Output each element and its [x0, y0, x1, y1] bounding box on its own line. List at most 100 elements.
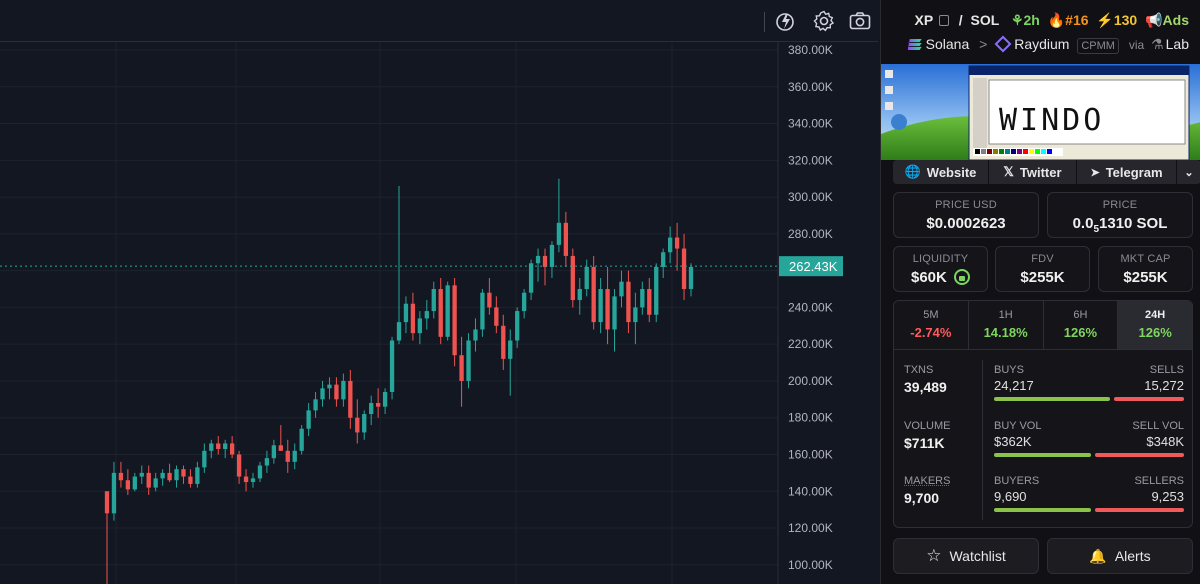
star-icon: ☆	[926, 546, 942, 565]
market-cap-card: MKT CAP $255K	[1098, 246, 1193, 292]
buyers-value: 9,690	[994, 489, 1027, 504]
fdv-value: $255K	[1020, 269, 1065, 286]
candle-body	[619, 281, 624, 297]
tab-label: 5M	[923, 309, 939, 321]
fdv-label: FDV	[1031, 253, 1054, 265]
via-text: via	[1128, 38, 1145, 52]
candle-body	[355, 417, 360, 433]
buyvol-sellvol-ratio: BUY VOL SELL VOL $362K $348K	[994, 420, 1184, 457]
makers-label: MAKERS	[904, 475, 951, 487]
price-usd-value: $0.0002623	[926, 215, 1006, 232]
tab-6h[interactable]: 6H 126%	[1043, 301, 1119, 349]
flame-icon: 🔥	[1047, 12, 1066, 28]
market-cap-label: MKT CAP	[1120, 253, 1171, 265]
y-axis-tick-label: 240.00K	[788, 300, 833, 314]
watchlist-button[interactable]: ☆ Watchlist	[893, 538, 1039, 574]
via-source: Lab	[1165, 36, 1189, 52]
last-price-tag	[779, 256, 843, 277]
pair-separator: /	[958, 12, 963, 28]
timeframe-tabs: 5M -2.74% 1H 14.18% 6H 126% 24H 126%	[893, 300, 1193, 350]
liquidity-label: LIQUIDITY	[912, 253, 969, 265]
candle-body	[654, 266, 659, 315]
tab-label: 24H	[1145, 309, 1166, 321]
liquidity-card: LIQUIDITY $60K	[893, 246, 988, 292]
indicator-lightning-icon[interactable]	[774, 9, 798, 33]
candle-body	[132, 476, 137, 490]
watchlist-label: Watchlist	[949, 548, 1006, 564]
candle-body	[223, 443, 228, 449]
social-links-bar: 🌐 Website 𝕏 Twitter ➤ Telegram ⌄	[893, 160, 1200, 184]
market-cap-value: $255K	[1123, 269, 1168, 286]
makers-stat: MAKERS 9,700	[904, 475, 950, 506]
settings-gear-icon[interactable]	[812, 9, 836, 33]
candle-body	[633, 307, 638, 323]
ads-label: Ads	[1162, 12, 1189, 28]
candle-body	[271, 445, 277, 459]
candle-body	[257, 465, 263, 479]
alerts-button[interactable]: 🔔 Alerts	[1047, 538, 1193, 574]
banner-scribble-text: WINDO	[999, 103, 1104, 138]
candle-body	[188, 476, 193, 484]
candle-body	[181, 469, 186, 477]
boost-count: 130	[1113, 12, 1138, 28]
candle-body	[160, 472, 165, 479]
price-native-suffix: 1310 SOL	[1099, 215, 1168, 232]
tab-change: 14.18%	[983, 325, 1028, 340]
candle-body	[111, 472, 117, 514]
tab-change: -2.74%	[910, 325, 952, 340]
liquidity-amount: $60K	[910, 269, 947, 286]
buy-vol-bar	[994, 453, 1091, 457]
candle-body	[403, 303, 409, 323]
transaction-stats: TXNS 39,489 VOLUME $711K MAKERS 9,700 BU…	[893, 350, 1193, 528]
tab-1h[interactable]: 1H 14.18%	[968, 301, 1044, 349]
candle-body	[626, 281, 631, 323]
candle-body	[563, 222, 569, 256]
camera-icon[interactable]	[848, 9, 872, 33]
y-axis-tick-label: 120.00K	[788, 521, 833, 535]
candle-body	[216, 443, 221, 449]
candle-body	[118, 472, 124, 481]
candle-body	[688, 266, 694, 290]
chain-link[interactable]: Solana	[925, 36, 970, 52]
telegram-button[interactable]: ➤ Telegram	[1077, 160, 1177, 184]
candle-body	[501, 325, 506, 359]
buyers-sellers-ratio: BUYERS SELLERS 9,690 9,253	[994, 475, 1184, 512]
candle-body	[570, 255, 575, 301]
y-axis-tick-label: 200.00K	[788, 374, 833, 388]
sells-label: SELLS	[1149, 364, 1184, 376]
candle-body	[153, 478, 158, 488]
price-native-value: 0.051310 SOL	[1048, 215, 1192, 235]
copy-icon[interactable]	[938, 15, 949, 26]
y-axis-tick-label: 360.00K	[788, 80, 833, 94]
y-axis-tick-label: 180.00K	[788, 411, 833, 425]
x-logo-icon: 𝕏	[1003, 164, 1014, 179]
candle-body	[209, 443, 214, 451]
y-axis-tick-label: 320.00K	[788, 153, 833, 167]
candle-body	[605, 289, 610, 330]
buy-vol-value: $362K	[994, 434, 1032, 449]
pool-type-badge: CPMM	[1077, 38, 1119, 54]
website-button[interactable]: 🌐 Website	[893, 160, 989, 184]
candle-body	[139, 472, 144, 477]
bell-icon: 🔔	[1089, 547, 1107, 564]
candle-body	[410, 303, 416, 334]
candle-body	[285, 450, 290, 462]
candle-body	[556, 222, 562, 245]
sprout-icon: ⚘	[1010, 12, 1024, 28]
sell-vol-label: SELL VOL	[1132, 420, 1184, 432]
chart-area[interactable]: 380.00K 360.00K 340.00K 320.00K 300.00K 280.0…	[0, 0, 878, 584]
candle-body	[445, 285, 450, 337]
candle-body	[681, 248, 687, 290]
candle-body	[306, 410, 311, 429]
stats-divider	[982, 360, 983, 520]
tab-24h[interactable]: 24H 126%	[1118, 301, 1192, 349]
tab-change: 126%	[1063, 325, 1097, 340]
lock-icon[interactable]	[954, 269, 971, 285]
tab-5m[interactable]: 5M -2.74%	[894, 301, 969, 349]
dex-link[interactable]: Raydium	[1014, 36, 1070, 52]
y-axis-tick-label: 100.00K	[788, 558, 833, 572]
twitter-button[interactable]: 𝕏 Twitter	[989, 160, 1077, 184]
price-chart[interactable]: 380.00K 360.00K 340.00K 320.00K 300.00K 280.0…	[0, 42, 878, 584]
candle-body	[674, 237, 680, 249]
more-links-button[interactable]: ⌄	[1177, 160, 1200, 184]
